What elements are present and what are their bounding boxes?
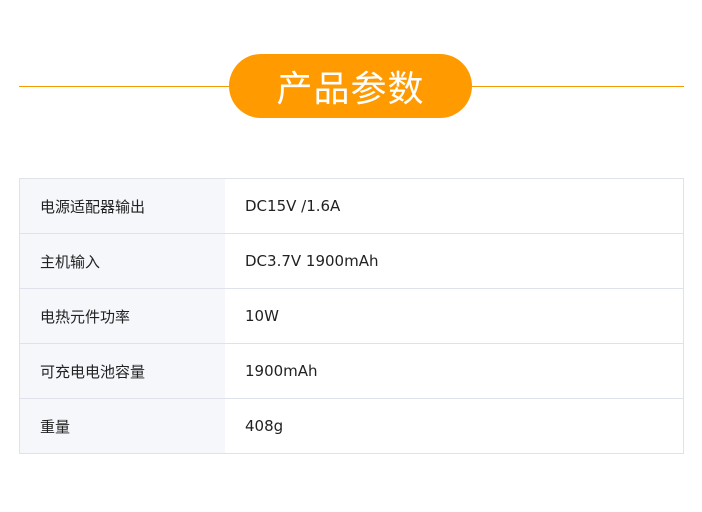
table-row: 重量 408g	[19, 398, 684, 454]
spec-value: 10W	[225, 288, 684, 344]
table-row: 电源适配器输出 DC15V /1.6A	[19, 178, 684, 234]
spec-value: DC3.7V 1900mAh	[225, 233, 684, 289]
spec-value: DC15V /1.6A	[225, 178, 684, 234]
table-row: 主机输入 DC3.7V 1900mAh	[19, 233, 684, 289]
spec-label: 电热元件功率	[19, 288, 225, 344]
section-title: 产品参数	[229, 54, 472, 118]
spec-label: 重量	[19, 398, 225, 454]
table-row: 电热元件功率 10W	[19, 288, 684, 344]
spec-value: 1900mAh	[225, 343, 684, 399]
table-row: 可充电电池容量 1900mAh	[19, 343, 684, 399]
spec-value: 408g	[225, 398, 684, 454]
spec-label: 可充电电池容量	[19, 343, 225, 399]
spec-label: 主机输入	[19, 233, 225, 289]
spec-label: 电源适配器输出	[19, 178, 225, 234]
spec-table: 电源适配器输出 DC15V /1.6A 主机输入 DC3.7V 1900mAh 电热…	[19, 178, 684, 454]
